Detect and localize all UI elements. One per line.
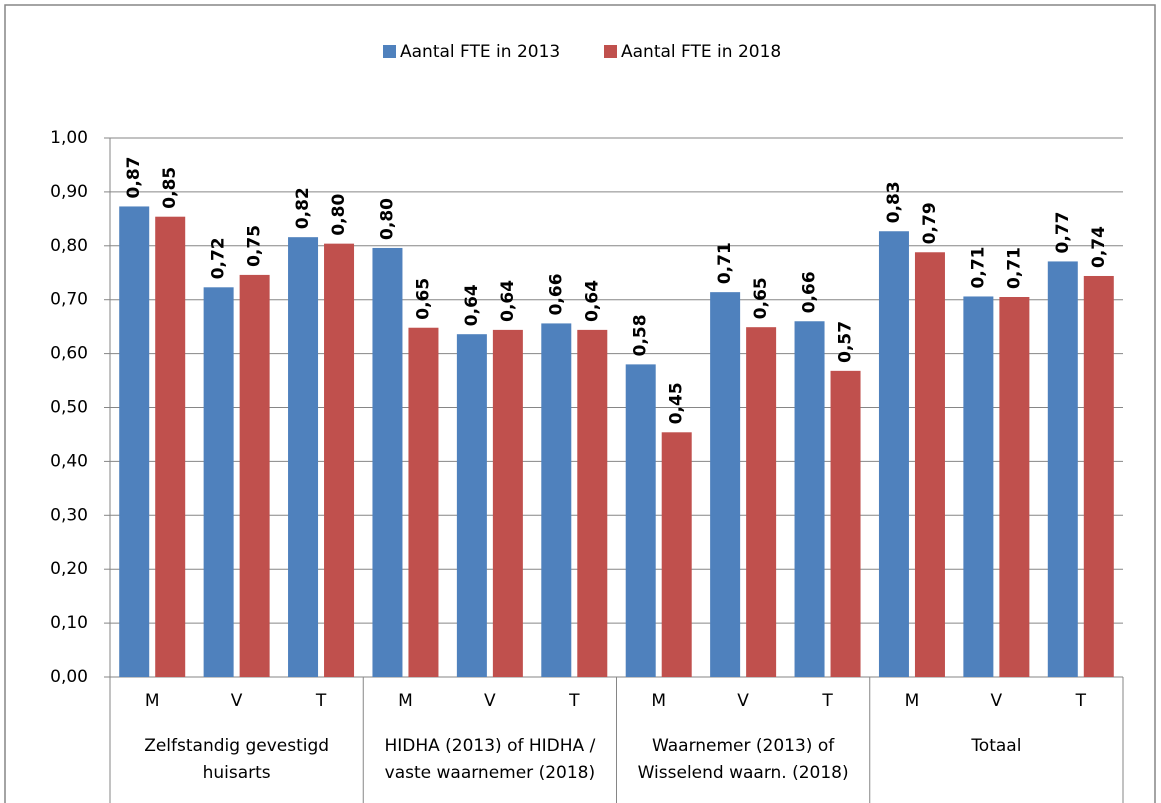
value-label: 0,79 <box>920 202 940 244</box>
y-tick-label: 0,90 <box>50 182 88 202</box>
x-tick-label: T <box>821 691 833 711</box>
x-tick-label: V <box>991 691 1003 711</box>
y-tick-label: 0,60 <box>50 344 88 364</box>
value-label: 0,65 <box>751 277 771 319</box>
value-label: 0,64 <box>582 280 602 322</box>
bar <box>999 297 1030 677</box>
bar <box>625 364 656 677</box>
value-label: 0,74 <box>1089 226 1109 268</box>
group-label: vaste waarnemer (2018) <box>385 763 595 783</box>
group-label: Zelfstandig gevestigd <box>144 736 329 756</box>
legend-label: Aantal FTE in 2018 <box>621 42 781 62</box>
legend-label: Aantal FTE in 2013 <box>400 42 560 62</box>
x-tick-label: V <box>484 691 496 711</box>
bar <box>288 237 319 677</box>
bar <box>408 327 439 677</box>
y-tick-label: 0,70 <box>50 290 88 310</box>
bar <box>456 334 487 677</box>
bar <box>746 327 777 677</box>
y-tick-label: 0,20 <box>50 559 88 579</box>
x-tick-label: M <box>905 691 920 711</box>
y-tick-label: 1,00 <box>50 128 88 148</box>
bar <box>541 323 572 677</box>
bar <box>372 247 403 677</box>
value-label: 0,64 <box>462 284 482 326</box>
bar <box>963 296 994 677</box>
bar <box>794 321 825 677</box>
group-label: Totaal <box>970 736 1021 756</box>
bar <box>661 432 692 677</box>
value-label: 0,64 <box>498 280 518 322</box>
bar <box>492 329 523 677</box>
x-tick-label: T <box>1075 691 1087 711</box>
value-label: 0,87 <box>124 156 144 198</box>
y-tick-label: 0,40 <box>50 451 88 471</box>
value-label: 0,66 <box>546 273 566 315</box>
x-tick-label: M <box>145 691 160 711</box>
bar <box>710 292 741 677</box>
bar <box>203 287 234 677</box>
value-label: 0,58 <box>631 314 651 356</box>
value-label: 0,65 <box>413 278 433 320</box>
bar <box>830 370 861 677</box>
bar <box>878 231 909 677</box>
legend-swatch <box>383 45 396 58</box>
y-tick-label: 0,00 <box>50 667 88 687</box>
group-label: huisarts <box>203 763 271 783</box>
bar <box>1083 275 1114 677</box>
value-label: 0,45 <box>667 382 687 424</box>
value-label: 0,80 <box>329 194 349 236</box>
value-label: 0,80 <box>377 198 397 240</box>
group-label: Waarnemer (2013) of <box>652 736 835 756</box>
value-label: 0,82 <box>293 187 313 229</box>
value-label: 0,57 <box>836 321 856 363</box>
bar <box>324 243 355 678</box>
group-label: HIDHA (2013) of HIDHA / <box>384 736 595 756</box>
y-tick-label: 0,30 <box>50 505 88 525</box>
value-label: 0,72 <box>209 237 229 279</box>
value-label: 0,71 <box>968 247 988 289</box>
y-tick-label: 0,80 <box>50 236 88 256</box>
legend-swatch <box>604 45 617 58</box>
bar <box>577 329 608 677</box>
y-tick-label: 0,50 <box>50 398 88 418</box>
x-tick-label: T <box>568 691 580 711</box>
bar <box>155 216 186 677</box>
bar <box>119 206 150 677</box>
bar <box>1047 261 1078 677</box>
x-tick-label: V <box>231 691 243 711</box>
x-tick-label: V <box>737 691 749 711</box>
value-label: 0,75 <box>245 225 265 267</box>
value-label: 0,71 <box>715 242 735 284</box>
x-tick-label: M <box>398 691 413 711</box>
value-label: 0,77 <box>1053 211 1073 253</box>
value-label: 0,66 <box>800 271 820 313</box>
value-label: 0,71 <box>1004 247 1024 289</box>
value-label: 0,85 <box>160 167 180 209</box>
bar <box>914 252 945 677</box>
y-tick-label: 0,10 <box>50 613 88 633</box>
group-label: Wisselend waarn. (2018) <box>638 763 849 783</box>
value-label: 0,83 <box>884 181 904 223</box>
x-tick-label: T <box>315 691 327 711</box>
x-tick-label: M <box>651 691 666 711</box>
bar <box>239 274 270 677</box>
